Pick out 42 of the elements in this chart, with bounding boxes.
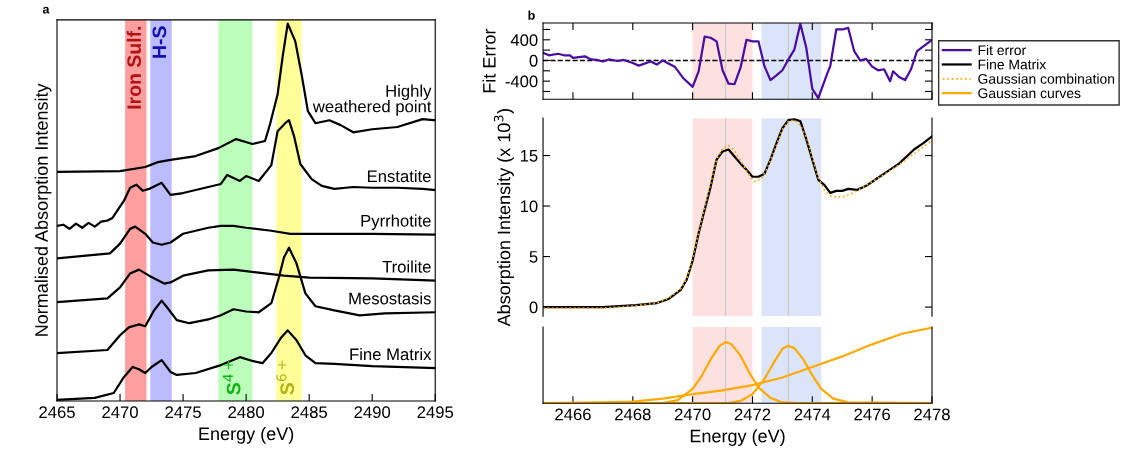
series-label: Fine Matrix: [350, 348, 432, 361]
y-tick-label: 10: [520, 200, 538, 213]
band-label: S$^{4+}$: [222, 360, 241, 395]
chart-title: a: [42, 6, 50, 14]
x-tick-label: 2466: [555, 408, 591, 421]
y-axis-title: Absorption Intensity (x 10$^{3}$): [493, 109, 514, 327]
x-tick-label: 2474: [794, 408, 831, 421]
x-tick-label: 2478: [914, 408, 950, 421]
x-tick-label: 2490: [354, 406, 391, 419]
y-tick-label: 0: [529, 54, 538, 67]
band-label: S$^{6+}$: [276, 360, 295, 395]
y-axis-title: Fit Error: [482, 28, 496, 93]
x-tick-label: 2476: [854, 408, 890, 421]
x-axis-title: Energy (eV): [690, 429, 785, 446]
x-tick-label: 2465: [39, 406, 75, 419]
series-label: Enstatite: [367, 169, 431, 183]
x-tick-label: 2480: [228, 406, 265, 419]
x-tick-label: 2470: [674, 408, 711, 421]
series-label: Mesostasis: [349, 292, 431, 305]
text: Gaussian curves: [978, 87, 1081, 99]
x-tick-label: 2468: [615, 408, 651, 421]
y-tick-label: 0: [529, 301, 538, 314]
series-label: Troilite: [382, 260, 431, 273]
x-tick-label: 2495: [417, 406, 454, 419]
legend-label: Fit error: [978, 44, 1026, 56]
band-label: Iron Sulf.: [126, 26, 142, 109]
x-tick-label: 2475: [165, 406, 201, 419]
x-tick-label: 2485: [291, 406, 327, 419]
series-label: Pyrrhotite: [361, 214, 431, 230]
x-tick-label: 2472: [734, 408, 771, 421]
y-tick-label: 5: [529, 251, 538, 263]
y-axis-title: Normalised Absorption Intensity: [34, 83, 52, 336]
y-tick-label: 400: [510, 34, 538, 46]
y-tick-label: 15: [520, 150, 538, 162]
y-tick-label: -400: [505, 75, 538, 88]
band-label: H-S: [152, 26, 167, 58]
legend-label: Gaussian combination: [978, 73, 1115, 84]
x-axis-title: Energy (eV): [199, 426, 294, 444]
x-tick-label: 2470: [102, 406, 138, 419]
series-label: Highly weathered point: [312, 84, 432, 116]
chart-title: b: [528, 10, 535, 20]
legend-label: Fine Matrix: [978, 59, 1047, 70]
